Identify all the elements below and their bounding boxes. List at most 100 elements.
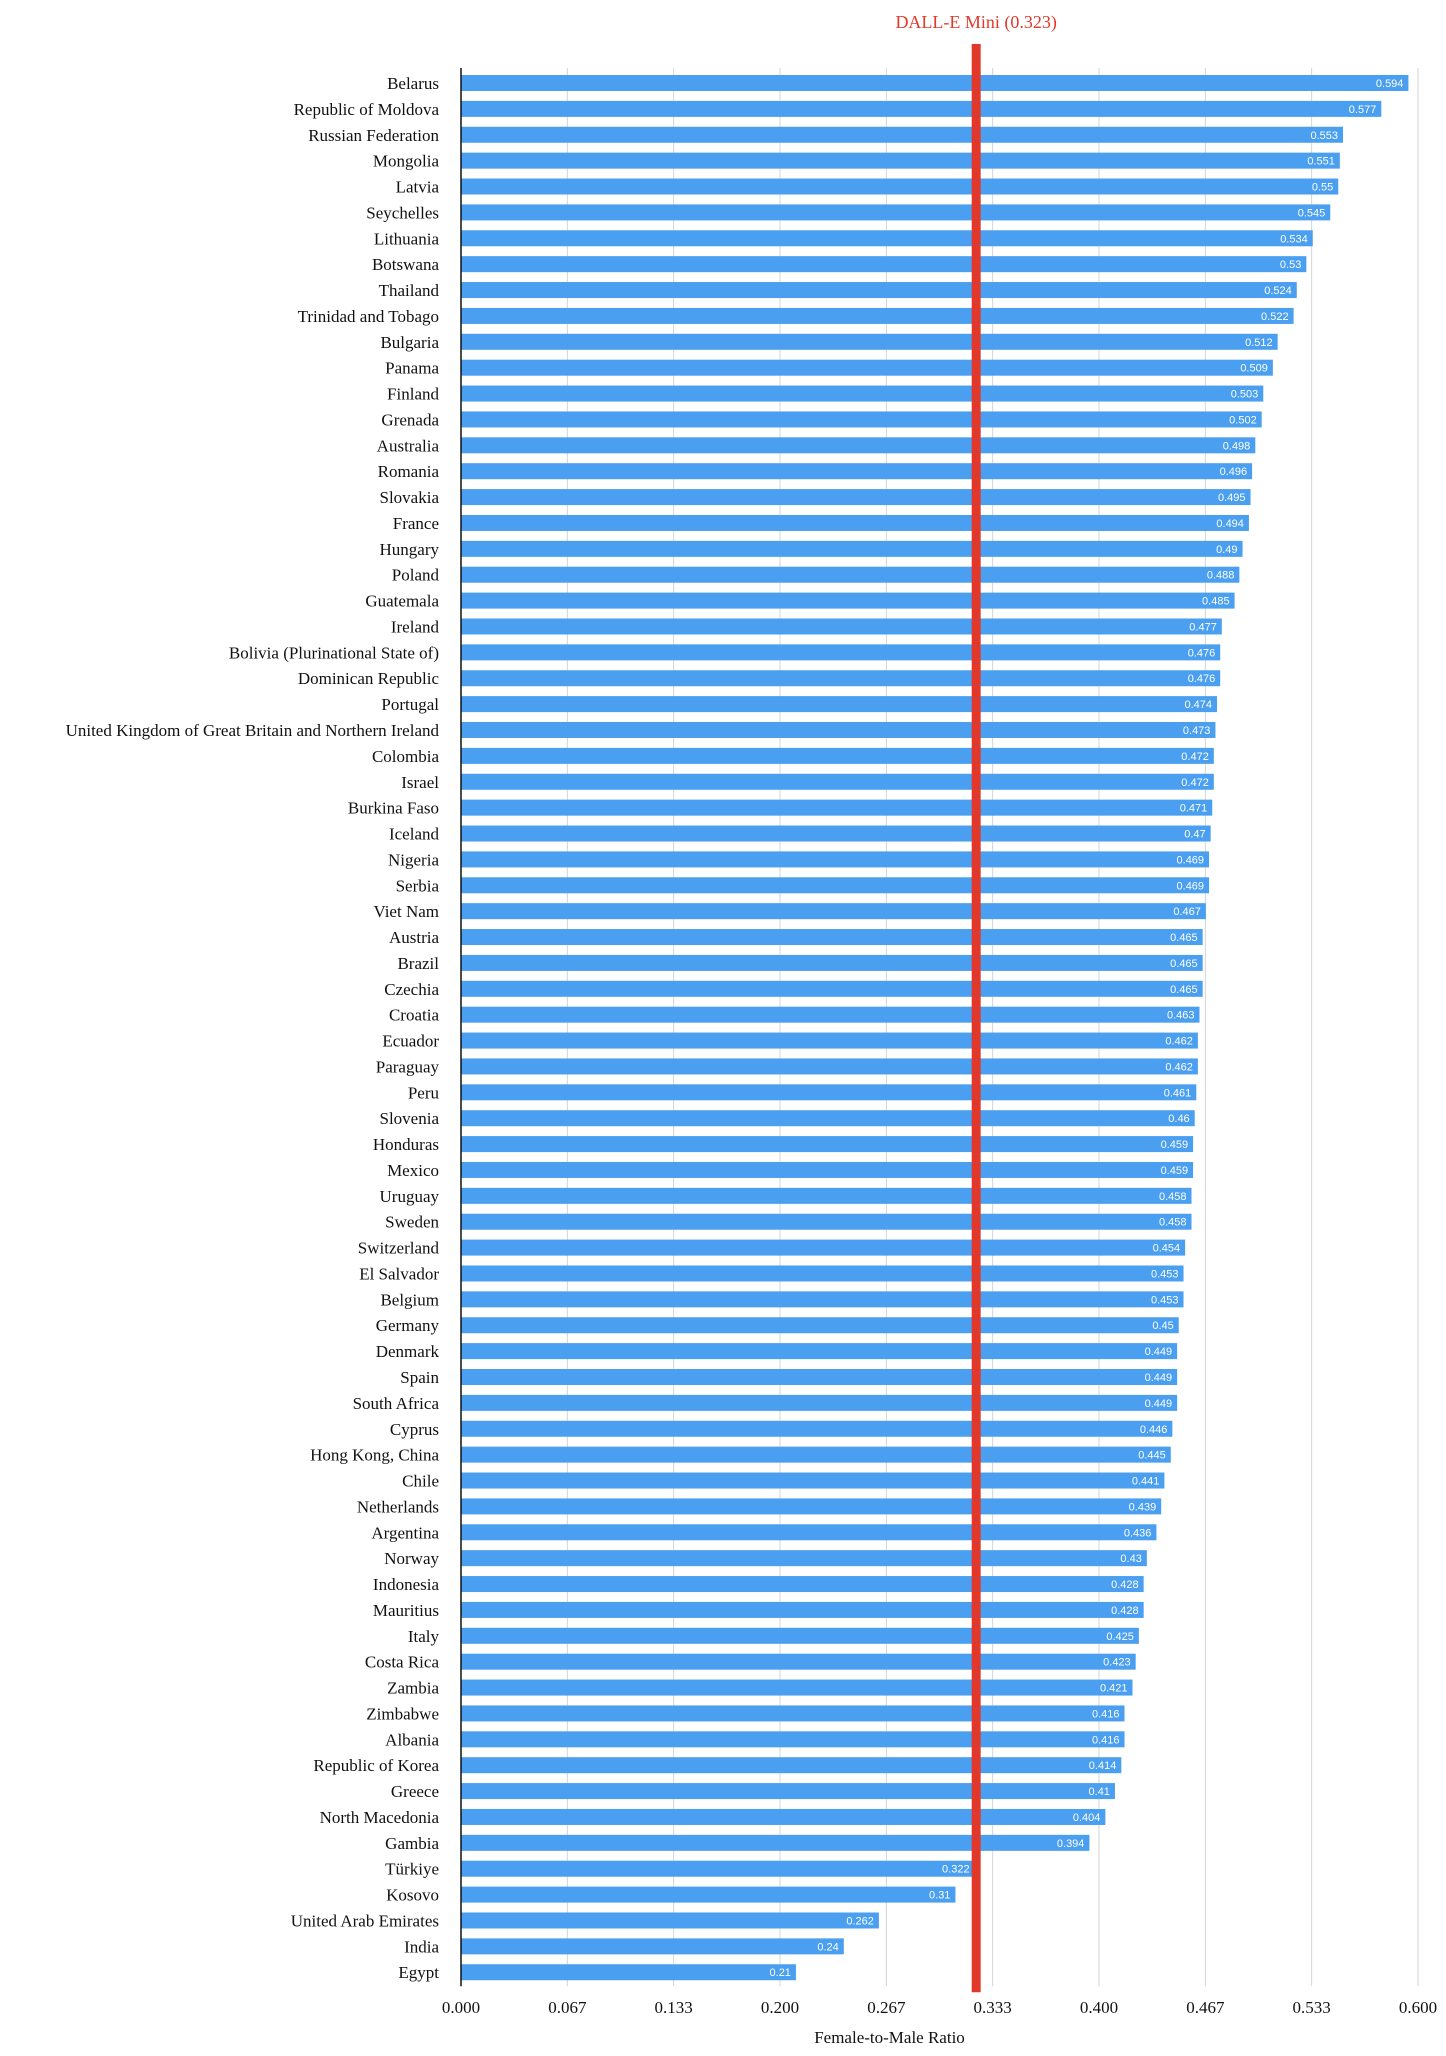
category-label: Seychelles xyxy=(366,203,439,222)
bar xyxy=(461,851,1210,868)
bar xyxy=(461,1317,1179,1334)
bar xyxy=(461,333,1278,350)
bar xyxy=(461,1161,1194,1178)
bar xyxy=(461,1472,1165,1489)
bar xyxy=(461,385,1264,402)
bar xyxy=(461,1550,1147,1567)
bar-value-label: 0.454 xyxy=(1153,1243,1181,1255)
category-label: Spain xyxy=(400,1368,439,1387)
category-label: Germany xyxy=(376,1316,440,1335)
category-label: Israel xyxy=(401,773,439,792)
bar xyxy=(461,1912,879,1929)
bar xyxy=(461,1834,1090,1851)
bar-value-label: 0.436 xyxy=(1124,1527,1152,1539)
category-label: Peru xyxy=(408,1083,440,1102)
category-label: Chile xyxy=(402,1472,439,1491)
category-label: Mauritius xyxy=(373,1601,439,1620)
bar-value-label: 0.416 xyxy=(1092,1708,1120,1720)
category-label: Romania xyxy=(378,462,440,481)
bar xyxy=(461,1783,1115,1800)
category-label: Guatemala xyxy=(365,592,439,611)
bar xyxy=(461,514,1249,531)
bar-value-label: 0.494 xyxy=(1216,518,1244,530)
category-label: Bulgaria xyxy=(380,333,439,352)
bar xyxy=(461,1058,1198,1075)
bar-value-label: 0.24 xyxy=(817,1941,838,1953)
category-label: Hong Kong, China xyxy=(310,1446,439,1465)
bar xyxy=(461,1757,1122,1774)
category-label: Egypt xyxy=(398,1963,439,1982)
bar xyxy=(461,618,1222,635)
x-tick-label: 0.467 xyxy=(1186,1998,1225,2017)
bar xyxy=(461,1886,956,1903)
bar xyxy=(461,670,1221,687)
category-label: Thailand xyxy=(379,281,440,300)
value-labels: 0.594 0.577 0.553 0.551 0.55 0.545 0.534 0.53 0.… xyxy=(770,78,1404,1979)
bar-value-label: 0.441 xyxy=(1132,1476,1160,1488)
category-label: Burkina Faso xyxy=(348,799,439,818)
bar-value-label: 0.458 xyxy=(1159,1191,1187,1203)
bar-value-label: 0.469 xyxy=(1177,854,1205,866)
bar-value-label: 0.446 xyxy=(1140,1424,1168,1436)
bar-value-label: 0.463 xyxy=(1167,1010,1195,1022)
category-label: Ecuador xyxy=(382,1032,439,1051)
bar-value-label: 0.55 xyxy=(1312,182,1333,194)
bar-value-label: 0.449 xyxy=(1145,1346,1173,1358)
bar-value-label: 0.428 xyxy=(1111,1579,1139,1591)
bar xyxy=(461,825,1211,842)
bar xyxy=(461,773,1214,790)
bar-value-label: 0.534 xyxy=(1280,233,1308,245)
x-tick-label: 0.200 xyxy=(761,1998,799,2017)
category-label: Colombia xyxy=(372,747,440,766)
bar-value-label: 0.472 xyxy=(1181,777,1209,789)
bar-value-label: 0.496 xyxy=(1220,466,1248,478)
bar-value-label: 0.594 xyxy=(1376,78,1404,90)
bar xyxy=(461,747,1214,764)
bars xyxy=(461,75,1409,1981)
x-tick-label: 0.533 xyxy=(1292,1998,1330,2017)
bar-value-label: 0.509 xyxy=(1240,363,1268,375)
bar-value-label: 0.474 xyxy=(1184,699,1212,711)
bar xyxy=(461,1601,1144,1618)
category-label: Belarus xyxy=(387,74,439,93)
bar xyxy=(461,980,1203,997)
bar xyxy=(461,489,1251,506)
bar xyxy=(461,1627,1139,1644)
bar-value-label: 0.465 xyxy=(1170,984,1198,996)
category-label: Gambia xyxy=(385,1834,439,1853)
bar-value-label: 0.445 xyxy=(1138,1450,1166,1462)
bar-value-label: 0.502 xyxy=(1229,414,1257,426)
category-label: Czechia xyxy=(384,980,439,999)
category-label: Greece xyxy=(391,1782,439,1801)
bar xyxy=(461,1006,1200,1023)
category-label: Honduras xyxy=(373,1135,439,1154)
bar-value-label: 0.469 xyxy=(1177,880,1205,892)
category-label: Hungary xyxy=(380,540,440,559)
category-label: Paraguay xyxy=(376,1057,440,1076)
bar xyxy=(461,1860,975,1877)
bar xyxy=(461,204,1331,221)
category-label: Republic of Korea xyxy=(313,1756,439,1775)
bar-value-label: 0.31 xyxy=(929,1890,950,1902)
bar xyxy=(461,1136,1194,1153)
category-label: Republic of Moldova xyxy=(294,100,440,119)
bar xyxy=(461,1187,1192,1204)
category-label: Austria xyxy=(389,928,440,947)
category-label: Kosovo xyxy=(386,1886,439,1905)
bar-value-label: 0.472 xyxy=(1181,751,1209,763)
category-label: United Arab Emirates xyxy=(291,1911,439,1930)
bar xyxy=(461,437,1256,454)
bar-value-label: 0.488 xyxy=(1207,570,1235,582)
bar xyxy=(461,126,1344,143)
bar-value-label: 0.467 xyxy=(1173,906,1201,918)
bar-value-label: 0.453 xyxy=(1151,1268,1179,1280)
bar xyxy=(461,1446,1171,1463)
bar-value-label: 0.43 xyxy=(1120,1553,1141,1565)
category-label: Croatia xyxy=(389,1006,439,1025)
category-label: Italy xyxy=(408,1627,440,1646)
bar-value-label: 0.459 xyxy=(1161,1165,1189,1177)
bar-value-label: 0.485 xyxy=(1202,596,1230,608)
category-label: Iceland xyxy=(389,825,440,844)
bar-value-label: 0.53 xyxy=(1280,259,1301,271)
bar-value-label: 0.577 xyxy=(1349,104,1377,116)
